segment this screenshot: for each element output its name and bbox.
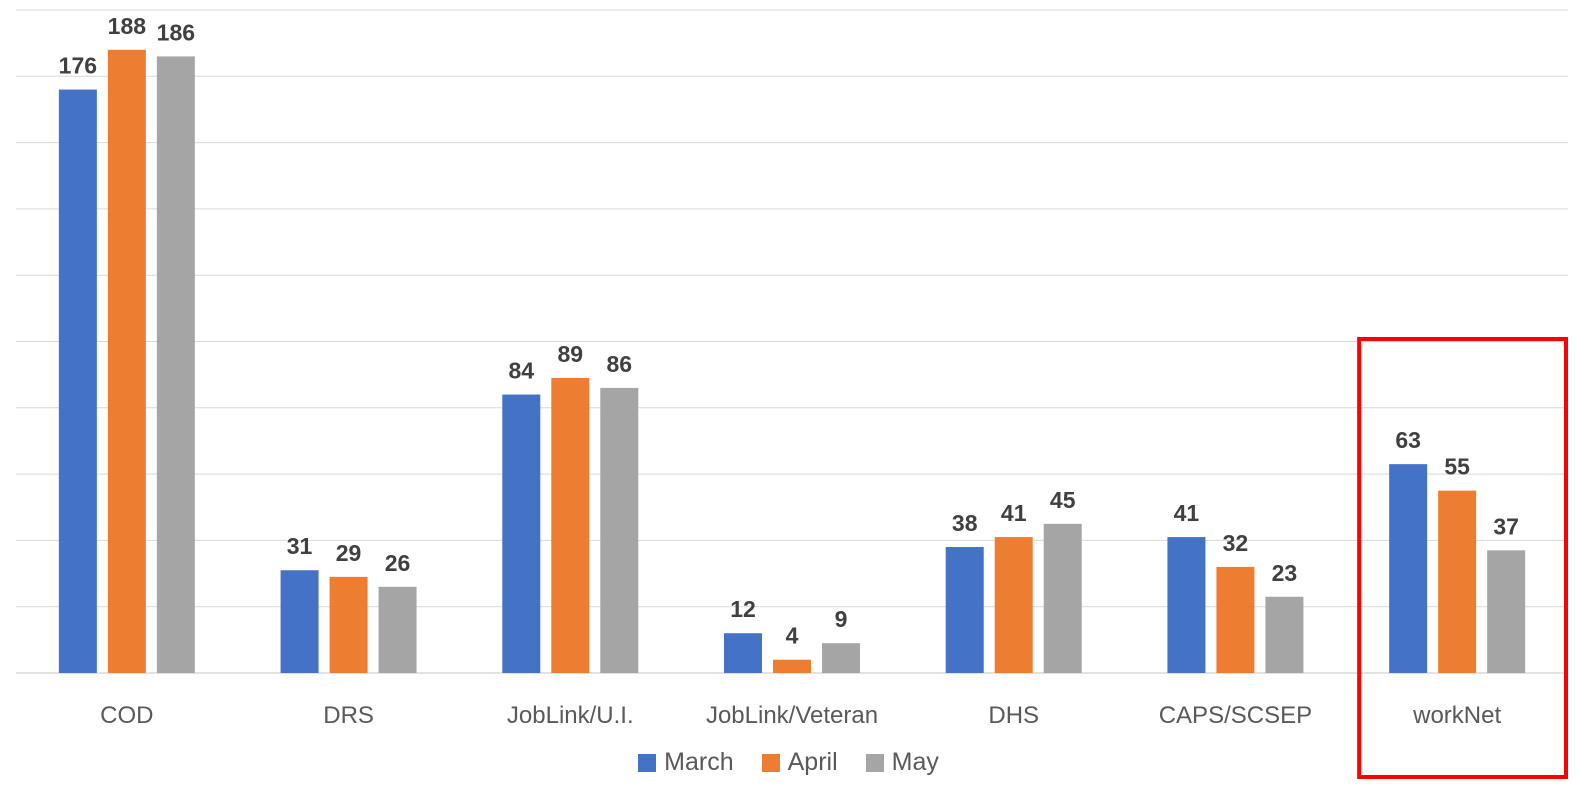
data-labels: 176 188 186 31 29 26 84 89 86 12 4 9 38 41 45 41 32 23 63 5… [59,13,1519,649]
bar-may-0 [156,56,195,674]
data-label: 63 [1395,427,1421,453]
category-label: JobLink/U.I. [507,702,634,729]
category-label: DRS [323,702,374,729]
legend-label: April [787,748,838,776]
legend: March April May [0,748,1577,777]
highlight-box [1357,337,1568,779]
category-labels: COD DRS JobLink/U.I. JobLink/Veteran DHS CAPS… [100,702,1501,729]
bar-april-1 [329,576,368,673]
legend-item-may: May [865,748,939,777]
data-label: 32 [1223,530,1249,556]
bar-april-5 [1216,566,1255,673]
legend-swatch [865,753,884,772]
bar-may-4 [1043,523,1082,673]
bar-march-3 [724,633,762,673]
legend-item-march: March [638,748,734,777]
category-label: DHS [988,702,1039,729]
data-label: 12 [730,596,756,622]
bar-may-3 [822,643,860,673]
bar-march-0 [58,89,97,673]
data-label: 38 [952,510,978,536]
data-label: 186 [157,19,195,45]
gridlines [16,9,1568,674]
bar-may-1 [378,586,417,673]
bar-march-2 [502,394,541,673]
bar-march-5 [1167,537,1206,673]
legend-label: May [891,748,939,776]
bar-may-6 [1487,550,1526,673]
data-label: 41 [1174,500,1200,526]
data-label: 188 [108,13,147,39]
data-label: 176 [59,53,97,79]
data-label: 9 [835,606,848,632]
legend-label: March [664,748,734,776]
bar-april-6 [1438,490,1477,673]
category-label: CAPS/SCSEP [1159,702,1312,729]
bar-march-4 [945,547,984,673]
data-label: 23 [1272,560,1298,586]
category-label: COD [100,702,153,729]
data-label: 29 [336,540,362,566]
data-label: 45 [1050,487,1076,513]
highlight-rectangle [1357,337,1568,779]
bar-march-1 [280,570,319,673]
legend-swatch [638,753,657,772]
bar-march-6 [1389,464,1428,673]
data-label: 26 [385,550,411,576]
category-label: workNet [1412,702,1501,729]
data-label: 4 [786,623,799,649]
data-label: 86 [606,351,632,377]
bars [58,49,1526,674]
data-label: 84 [508,358,534,384]
bar-april-4 [994,537,1033,673]
legend-swatch [761,753,780,772]
data-label: 89 [557,341,583,367]
legend-item-april: April [761,748,838,777]
bar-april-0 [107,49,146,673]
data-label: 41 [1001,500,1027,526]
category-label: JobLink/Veteran [706,702,878,729]
bar-april-3 [773,659,811,673]
bar-april-2 [551,377,590,673]
bar-may-5 [1265,596,1304,673]
data-label: 37 [1493,513,1519,539]
bar-may-2 [600,387,639,673]
data-label: 55 [1444,454,1470,480]
data-label: 31 [287,533,313,559]
